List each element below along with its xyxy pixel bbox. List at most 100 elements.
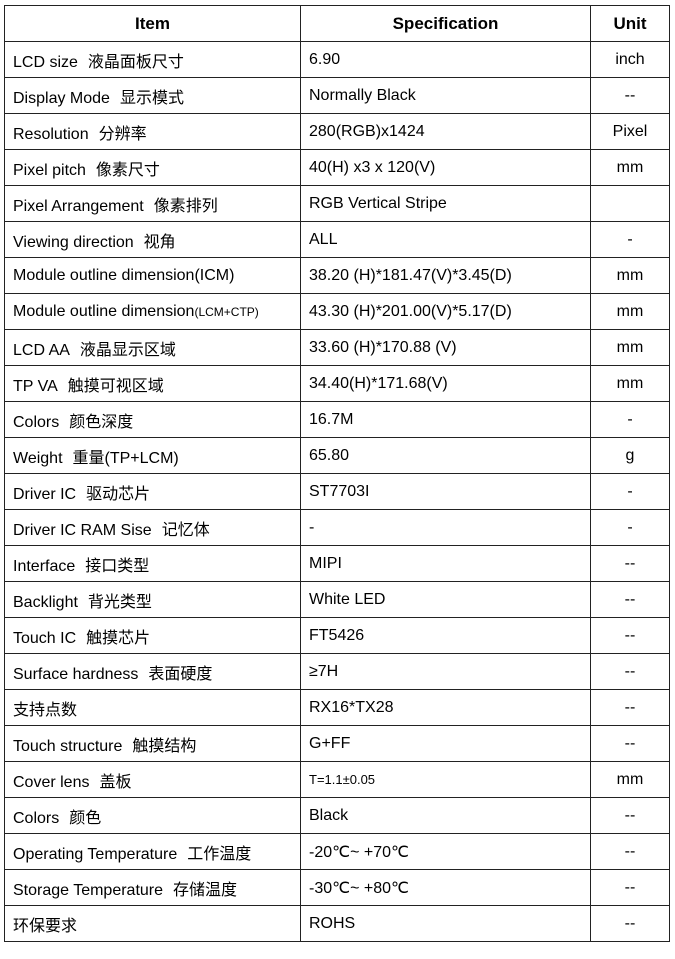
header-specification: Specification [300, 5, 591, 42]
spec-cell: White LED [300, 581, 591, 618]
item-en: Module outline dimension(ICM) [13, 266, 235, 284]
unit-cell: mm [590, 365, 670, 402]
spec-cell: 6.90 [300, 41, 591, 78]
item-cn: 工作温度 [187, 845, 252, 863]
unit-cell: -- [590, 581, 670, 618]
table-row: Module outline dimension(ICM) 38.20 (H)*… [4, 257, 670, 294]
unit-cell: -- [590, 833, 670, 870]
item-en: Colors [13, 413, 60, 431]
item-cell: Driver IC 驱动芯片 [4, 473, 301, 510]
unit-cell: g [590, 437, 670, 474]
spec-cell: ALL [300, 221, 591, 258]
unit-cell: mm [590, 257, 670, 294]
item-cn: 视角 [143, 233, 176, 251]
item-cell: Touch IC 触摸芯片 [4, 617, 301, 654]
item-cn: 触摸结构 [132, 737, 197, 755]
unit-cell: -- [590, 869, 670, 906]
item-en: Operating Temperature [13, 845, 178, 863]
item-cell: 支持点数 [4, 689, 301, 726]
spec-cell: Black [300, 797, 591, 834]
unit-cell: -- [590, 617, 670, 654]
unit-cell: Pixel [590, 113, 670, 150]
spec-cell: 38.20 (H)*181.47(V)*3.45(D) [300, 257, 591, 294]
item-cn: 支持点数 [13, 701, 78, 719]
item-en: Interface [13, 557, 76, 575]
table-row: Colors 颜色深度 16.7M - [4, 401, 670, 438]
item-cn: 触摸可视区域 [67, 377, 164, 395]
item-cn: 显示模式 [119, 89, 184, 107]
unit-cell: mm [590, 149, 670, 186]
unit-cell: - [590, 509, 670, 546]
unit-cell: inch [590, 41, 670, 78]
item-en: Cover lens [13, 773, 90, 791]
item-cell: Touch structure 触摸结构 [4, 725, 301, 762]
unit-cell: mm [590, 761, 670, 798]
item-cn: 颜色 [69, 809, 102, 827]
unit-cell: -- [590, 725, 670, 762]
spec-cell: FT5426 [300, 617, 591, 654]
item-cn: 像素尺寸 [95, 161, 160, 179]
item-en: Driver IC [13, 485, 77, 503]
item-en: Viewing direction [13, 233, 134, 251]
unit-cell: -- [590, 545, 670, 582]
item-en: Touch structure [13, 737, 123, 755]
item-cn: 驱动芯片 [86, 485, 151, 503]
item-cell: Driver IC RAM Sise 记忆体 [4, 509, 301, 546]
table-row: LCD AA 液晶显示区域 33.60 (H)*170.88 (V) mm [4, 329, 670, 366]
item-cell: Colors 颜色 [4, 797, 301, 834]
table-row: Display Mode 显示模式 Normally Black -- [4, 77, 670, 114]
unit-cell: -- [590, 689, 670, 726]
table-row: 支持点数 RX16*TX28 -- [4, 689, 670, 726]
spec-cell: -20℃~ +70℃ [300, 833, 591, 870]
spec-cell: 40(H) x3 x 120(V) [300, 149, 591, 186]
unit-cell: - [590, 401, 670, 438]
table-row: Touch structure 触摸结构 G+FF -- [4, 725, 670, 762]
table-row: Surface hardness 表面硬度 ≥7H -- [4, 653, 670, 690]
item-cell: Backlight 背光类型 [4, 581, 301, 618]
unit-cell: - [590, 221, 670, 258]
item-cell: Weight 重量(TP+LCM) [4, 437, 301, 474]
item-en: Colors [13, 809, 60, 827]
header-item: Item [4, 5, 301, 42]
spec-cell: 280(RGB)x1424 [300, 113, 591, 150]
unit-cell [590, 185, 670, 222]
item-cell: Pixel Arrangement 像素排列 [4, 185, 301, 222]
item-cn: 环保要求 [13, 917, 78, 935]
table-row: Colors 颜色 Black -- [4, 797, 670, 834]
item-cn: 液晶显示区域 [79, 341, 176, 359]
spec-cell: T=1.1±0.05 [300, 761, 591, 798]
item-cn: 液晶面板尺寸 [87, 53, 184, 71]
table-row: Touch IC 触摸芯片 FT5426 -- [4, 617, 670, 654]
table-row: Operating Temperature 工作温度 -20℃~ +70℃ -- [4, 833, 670, 870]
table-row: Module outline dimension(LCM+CTP) 43.30 … [4, 293, 670, 330]
table-row: Weight 重量(TP+LCM) 65.80 g [4, 437, 670, 474]
item-en: Resolution [13, 125, 89, 143]
spec-cell: 16.7M [300, 401, 591, 438]
header-row: Item Specification Unit [4, 5, 670, 42]
item-cn: 像素排列 [153, 197, 218, 215]
table-row: Driver IC RAM Sise 记忆体 - - [4, 509, 670, 546]
item-en: Driver IC RAM Sise [13, 521, 152, 539]
spec-cell: RGB Vertical Stripe [300, 185, 591, 222]
item-cell: Module outline dimension(ICM) [4, 257, 301, 294]
spec-cell: Normally Black [300, 77, 591, 114]
spec-cell: - [300, 509, 591, 546]
table-row: Pixel pitch 像素尺寸 40(H) x3 x 120(V) mm [4, 149, 670, 186]
item-en: Touch IC [13, 629, 77, 647]
item-cell: Cover lens 盖板 [4, 761, 301, 798]
item-cell: Module outline dimension(LCM+CTP) [4, 293, 301, 330]
item-cn: 存储温度 [173, 881, 238, 899]
table-row: Resolution 分辨率 280(RGB)x1424 Pixel [4, 113, 670, 150]
item-cell: Resolution 分辨率 [4, 113, 301, 150]
spec-cell: -30℃~ +80℃ [300, 869, 591, 906]
item-cell: Surface hardness 表面硬度 [4, 653, 301, 690]
table-row: Driver IC 驱动芯片 ST7703I - [4, 473, 670, 510]
header-unit: Unit [590, 5, 670, 42]
spec-cell: RX16*TX28 [300, 689, 591, 726]
spec-cell: MIPI [300, 545, 591, 582]
item-suffix: (LCM+CTP) [194, 304, 259, 319]
item-cell: Viewing direction 视角 [4, 221, 301, 258]
item-en: LCD AA [13, 341, 70, 359]
spec-cell: G+FF [300, 725, 591, 762]
spec-cell: ROHS [300, 905, 591, 942]
